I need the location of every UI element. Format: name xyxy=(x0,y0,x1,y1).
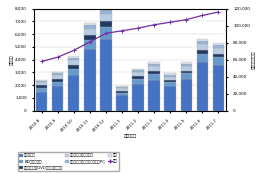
Bar xyxy=(36,88,47,92)
Bar xyxy=(84,49,95,111)
Bar xyxy=(132,76,144,79)
累計 xyxy=(120,30,124,32)
Bar xyxy=(180,64,192,66)
累計 xyxy=(168,21,172,23)
累計 xyxy=(40,60,43,62)
Bar xyxy=(180,79,192,111)
Bar xyxy=(100,27,112,39)
Bar xyxy=(180,71,192,74)
Bar xyxy=(100,21,112,27)
累計 xyxy=(72,49,75,51)
Bar xyxy=(116,87,128,88)
Bar xyxy=(165,75,176,76)
Bar xyxy=(132,72,144,76)
Bar xyxy=(165,86,176,111)
Bar xyxy=(132,84,144,111)
Bar xyxy=(100,10,112,14)
Bar xyxy=(213,43,224,45)
Bar xyxy=(148,71,160,74)
Bar xyxy=(165,80,176,82)
Bar xyxy=(180,62,192,64)
Bar xyxy=(52,82,63,86)
累計 xyxy=(104,32,108,34)
累計 xyxy=(136,27,140,29)
Bar xyxy=(100,14,112,21)
Bar xyxy=(213,48,224,54)
Bar xyxy=(36,82,47,85)
Bar xyxy=(68,58,80,60)
累計 xyxy=(152,24,155,26)
Bar xyxy=(36,80,47,81)
Bar xyxy=(84,40,95,49)
Bar xyxy=(116,93,128,95)
Bar xyxy=(84,23,95,25)
Bar xyxy=(100,39,112,111)
Bar xyxy=(180,74,192,79)
Bar xyxy=(148,80,160,111)
累計 xyxy=(217,11,220,13)
Bar xyxy=(197,41,208,44)
Bar xyxy=(213,54,224,57)
Bar xyxy=(100,7,112,10)
Y-axis label: （累計・千台）: （累計・千台） xyxy=(251,51,255,69)
Bar xyxy=(52,79,63,82)
Bar xyxy=(52,86,63,111)
Bar xyxy=(213,45,224,48)
Bar xyxy=(132,70,144,72)
Bar xyxy=(68,60,80,65)
Bar xyxy=(148,62,160,64)
Bar xyxy=(68,75,80,111)
Line: 累計: 累計 xyxy=(40,10,220,63)
Bar xyxy=(68,56,80,58)
X-axis label: （月・期）: （月・期） xyxy=(124,134,136,138)
Bar xyxy=(213,57,224,65)
Bar xyxy=(84,25,95,29)
Bar xyxy=(132,79,144,84)
Bar xyxy=(165,76,176,80)
Bar xyxy=(180,66,192,71)
Bar xyxy=(132,69,144,70)
Bar xyxy=(52,72,63,73)
Bar xyxy=(52,75,63,79)
Bar xyxy=(84,35,95,40)
累計 xyxy=(88,41,92,43)
Bar xyxy=(197,44,208,50)
Bar xyxy=(36,85,47,88)
Bar xyxy=(148,64,160,66)
Bar xyxy=(148,66,160,71)
Legend: 薄型テレビ, BDレコーダー, チューナー（DVDレコーダー含）, ケーブルテレビ端末等, 地上デジタルチューナー内蔵PC, 累計, 累計: 薄型テレビ, BDレコーダー, チューナー（DVDレコーダー含）, ケーブルテレ… xyxy=(17,152,119,171)
Bar xyxy=(116,95,128,111)
Bar xyxy=(84,29,95,35)
Y-axis label: （千台）: （千台） xyxy=(10,54,14,65)
Bar xyxy=(52,73,63,75)
Bar xyxy=(197,54,208,62)
Bar xyxy=(148,74,160,80)
Bar xyxy=(68,65,80,69)
Bar xyxy=(165,74,176,75)
累計 xyxy=(185,19,188,21)
Bar xyxy=(68,69,80,75)
累計 xyxy=(201,14,204,16)
Bar xyxy=(197,39,208,41)
Bar xyxy=(165,82,176,86)
累計 xyxy=(56,56,60,58)
Bar xyxy=(116,91,128,93)
Bar xyxy=(213,65,224,111)
Bar xyxy=(36,81,47,82)
Bar xyxy=(116,88,128,91)
Bar xyxy=(197,62,208,111)
Bar xyxy=(116,86,128,87)
Bar xyxy=(197,50,208,54)
Bar xyxy=(36,92,47,111)
